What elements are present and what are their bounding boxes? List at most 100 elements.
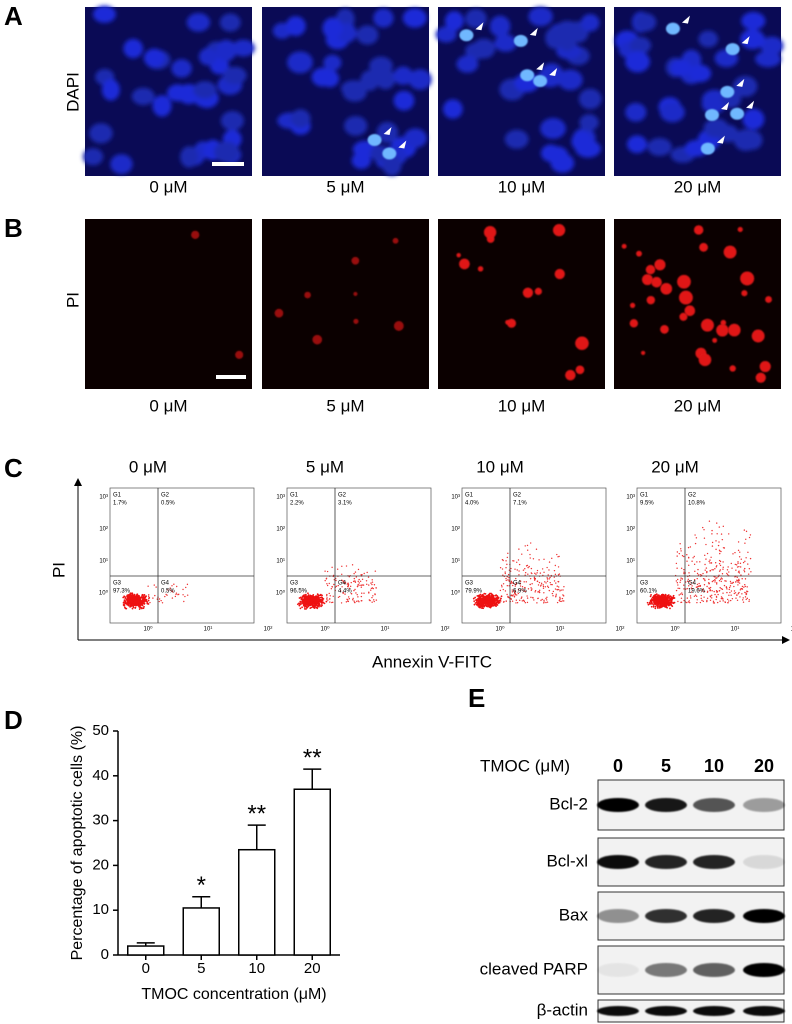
stained-cell: [534, 287, 542, 295]
event: [543, 601, 545, 603]
event: [130, 598, 133, 600]
event: [122, 601, 125, 604]
event: [332, 595, 334, 597]
event: [656, 606, 659, 609]
event: [681, 578, 684, 580]
event: [473, 600, 476, 603]
event: [678, 552, 681, 555]
event: [357, 600, 359, 602]
event: [357, 580, 359, 583]
event: [331, 586, 334, 588]
event: [711, 541, 714, 544]
event: [154, 594, 156, 597]
event: [557, 586, 560, 588]
event: [747, 573, 750, 575]
condensed-nucleus: [720, 85, 735, 98]
event: [316, 593, 319, 596]
event: [719, 587, 721, 589]
condensed-nucleus: [730, 107, 745, 120]
event: [507, 595, 509, 598]
gate-percent: 2.2%: [290, 501, 304, 507]
event: [520, 597, 522, 599]
event: [558, 588, 560, 591]
event: [548, 589, 551, 592]
band: [693, 855, 735, 869]
y-tick-label: 10²: [276, 527, 285, 533]
event: [502, 588, 504, 591]
event: [497, 597, 499, 600]
event: [680, 577, 682, 579]
nucleus: [701, 93, 726, 114]
event: [722, 561, 724, 563]
event: [530, 589, 533, 591]
x-tick-label: 10¹: [204, 627, 213, 633]
event: [527, 588, 530, 590]
stained-cell: [679, 312, 688, 321]
event: [147, 595, 150, 598]
event: [479, 598, 481, 601]
event: [318, 605, 320, 608]
stained-cell: [646, 295, 656, 305]
event: [300, 603, 303, 605]
column-label: 10 μM: [498, 177, 546, 196]
event: [678, 587, 681, 590]
gate-name: G1: [113, 493, 122, 499]
event: [137, 601, 140, 604]
event: [719, 600, 721, 602]
event: [511, 595, 514, 597]
event: [348, 587, 351, 590]
nucleus: [540, 119, 564, 137]
event: [706, 599, 708, 602]
event: [341, 565, 343, 567]
event: [733, 592, 736, 595]
event: [738, 572, 741, 574]
event: [705, 543, 707, 546]
event: [353, 589, 355, 592]
nucleus: [370, 144, 389, 162]
event: [345, 565, 348, 567]
event: [479, 593, 482, 596]
event: [552, 590, 555, 593]
event: [478, 605, 481, 607]
x-tick-label: 0: [142, 960, 150, 977]
event: [543, 599, 545, 602]
event: [152, 597, 154, 599]
event: [726, 598, 729, 601]
nuclei: [82, 5, 255, 175]
event: [651, 598, 653, 600]
event: [729, 591, 731, 594]
nucleus: [82, 148, 104, 166]
event: [696, 561, 698, 563]
x-tick-label: 10⁰: [143, 626, 153, 633]
event: [496, 604, 499, 606]
event: [479, 597, 481, 600]
event: [741, 578, 743, 580]
event: [514, 590, 516, 593]
events: [296, 564, 378, 610]
event: [702, 526, 704, 529]
event: [547, 574, 549, 576]
flow-plot: 0 μM G1 1.7% G2 0.5% G3 97.3% G4 0.5% 10⁰ 10¹ 10² 10…: [99, 457, 272, 632]
event: [501, 568, 504, 570]
event: [327, 599, 329, 601]
nucleus: [435, 26, 457, 43]
event: [356, 585, 359, 588]
event: [525, 581, 527, 583]
event: [686, 553, 688, 556]
event: [676, 582, 679, 584]
event: [134, 597, 137, 600]
event: [472, 597, 475, 600]
event: [661, 603, 664, 606]
event: [658, 605, 661, 608]
event: [650, 605, 653, 608]
event: [182, 588, 184, 591]
event: [708, 560, 710, 563]
event: [715, 548, 717, 551]
nucleus: [287, 51, 313, 74]
event: [546, 577, 548, 579]
band: [743, 855, 785, 869]
event: [660, 600, 663, 603]
event: [714, 568, 716, 570]
event: [158, 598, 161, 600]
stained-cell: [640, 350, 646, 356]
